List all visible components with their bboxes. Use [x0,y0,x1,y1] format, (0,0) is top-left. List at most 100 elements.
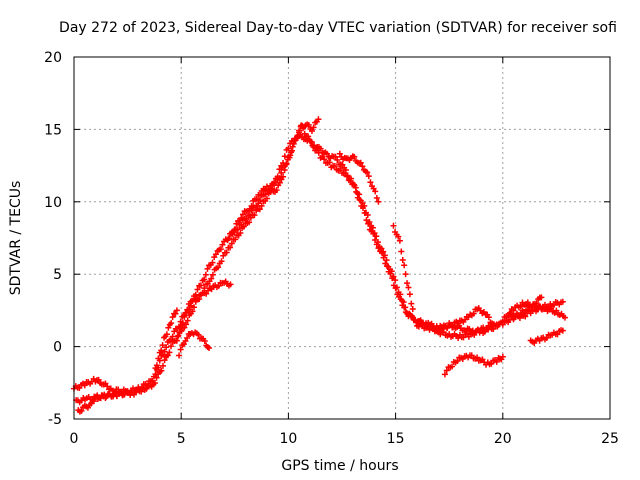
data-point [419,322,426,329]
data-point [351,181,358,188]
series-arc-5 [173,278,234,344]
data-point [296,127,303,134]
data-point [409,305,416,312]
data-point [559,298,566,305]
data-point [227,281,234,288]
data-point [390,273,397,280]
data-point [331,163,338,170]
data-point [215,282,222,289]
data-point [274,173,281,180]
series-arc-6 [176,329,213,359]
data-point [104,383,111,390]
data-point [91,398,98,405]
data-point [440,329,447,336]
data-point [256,206,263,213]
data-point [356,191,363,198]
data-point [243,216,250,223]
data-point [465,333,472,340]
data-point [371,230,378,237]
data-point [159,362,166,369]
data-point [455,320,462,327]
data-point [294,132,301,139]
data-point [283,161,290,168]
data-point [326,159,333,166]
data-point [95,376,102,383]
data-point [315,149,322,156]
data-point [517,303,524,310]
data-point [169,314,176,321]
data-point [169,333,176,340]
data-point [186,306,193,313]
data-point [398,248,405,255]
series-arc-3 [75,388,131,415]
series-arc-7 [225,116,322,242]
data-point [359,163,366,170]
data-point [153,362,160,369]
data-point [336,150,343,157]
axis-ticks: 0 5 10 15 20 25 -5 0 5 10 15 20 [44,50,619,447]
x-tick-label: 15 [387,431,405,447]
data-point [202,271,209,278]
data-point [201,276,208,283]
x-tick-label: 20 [494,431,512,447]
data-point [163,331,170,338]
data-point [257,191,264,198]
data-point [393,284,400,291]
data-point [347,177,354,184]
data-point [373,233,380,240]
grid-lines [74,57,610,419]
data-point [366,218,373,225]
data-point [276,179,283,186]
data-point [232,236,239,243]
data-point [212,251,219,258]
data-point [510,307,517,314]
data-point [454,357,461,364]
data-point [292,135,299,142]
data-point [153,374,160,381]
plot-frame [73,56,611,420]
data-point [195,331,202,338]
x-tick-label: 10 [279,431,297,447]
data-point [247,214,254,221]
data-point [255,200,262,207]
data-point [545,304,552,311]
data-point [215,264,222,271]
y-tick-label: 10 [44,195,62,211]
data-point [239,211,246,218]
data-point [257,197,264,204]
data-point [187,302,194,309]
data-point [281,167,288,174]
data-point [124,389,131,396]
data-point [231,226,238,233]
data-point [278,169,285,176]
data-point [181,313,188,320]
data-point [285,145,292,152]
data-point [308,138,315,145]
series-arc-8 [298,122,545,341]
data-point [406,291,413,298]
series-arc-11 [414,305,496,334]
data-point [399,257,406,264]
data-point [372,236,379,243]
data-point [455,334,462,341]
series-arc-1 [71,129,303,396]
data-point [168,320,175,327]
data-point [206,345,213,352]
data-point [378,245,385,252]
data-point [474,354,481,361]
data-point [204,265,211,272]
data-point [443,367,450,374]
series-arc-2 [73,131,502,406]
y-tick-label: 5 [53,267,62,283]
data-point [179,319,186,326]
data-point [173,307,180,314]
chart-title: Day 272 of 2023, Sidereal Day-to-day VTE… [59,20,617,36]
data-point [405,284,412,291]
data-point [470,310,477,317]
series-arc-14 [506,298,566,322]
data-point [263,195,270,202]
data-point [166,349,173,356]
data-point [363,217,370,224]
data-point [143,385,150,392]
